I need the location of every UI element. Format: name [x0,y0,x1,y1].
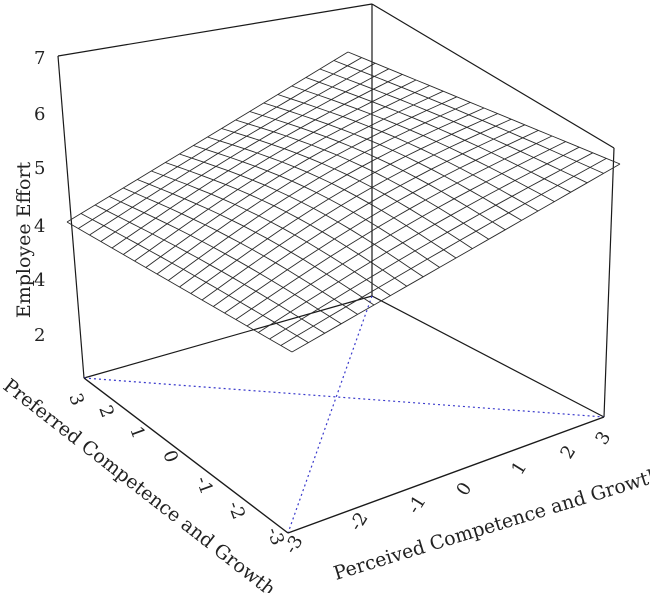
z-tick-label: 2 [34,325,45,346]
z-tick-label: 4 [34,270,45,291]
x-tick-label: 3 [591,428,615,449]
x-tick-label: 2 [556,442,580,463]
y-tick-label: -2 [223,499,249,523]
box-edge [83,377,289,534]
z-tick-label: 5 [34,158,45,179]
x-tick-label: -2 [345,509,372,535]
floor-diagonal [83,377,605,418]
mesh-line [111,73,403,249]
mesh-line [89,62,376,236]
box-front-lines [83,377,605,534]
mesh-line [134,85,430,262]
floor-diagonals [83,295,605,534]
x-tick-label: 1 [507,458,531,479]
box-back-lines [57,3,615,418]
mesh-line [179,107,485,288]
floor-diagonal [287,295,373,534]
mesh-line [78,57,362,229]
box-edge [371,295,605,418]
y-tick-label: 2 [94,403,118,421]
mesh-line [249,111,506,231]
box-edge [57,55,85,379]
mesh-line [246,141,566,327]
mesh-line [263,102,522,221]
mesh-line [235,135,553,320]
box-edge [287,416,605,534]
box-edge [603,147,615,418]
x-axis-label: Perceived Competence and Growth [331,464,650,585]
y-tick-label: 0 [158,448,182,466]
y-tick-label: -3 [262,525,288,549]
y-axis-label: Preferred Competence and Growth [0,375,280,593]
surface-mesh [66,51,621,353]
x-tick-label: -1 [403,492,430,518]
mesh-line [277,94,539,212]
mesh-line [165,162,408,287]
mesh-line [137,179,375,306]
mesh-line [305,77,572,193]
mesh-line [333,60,604,174]
box-edge [83,295,373,379]
z-tick-label: 4 [34,216,45,237]
mesh-line [269,152,594,340]
box-edge [57,3,373,57]
mesh-line [109,196,342,325]
x-tick-label: 0 [452,479,476,500]
z-tick-label: 7 [34,48,45,69]
mesh-line [347,51,621,165]
y-tick-label: 3 [64,391,88,409]
mesh-line [319,68,588,184]
z-axis-label: Employee Effort [13,161,35,318]
z-tick-labels: 7 6 5 4 4 2 [34,48,45,346]
mesh-line [258,146,580,333]
z-tick-label: 6 [34,104,45,125]
y-tick-label: 1 [125,424,149,442]
mesh-line [213,124,525,307]
mesh-line [291,85,555,202]
mesh-line [291,163,621,353]
mesh-line [100,68,390,242]
mesh-line [221,128,473,249]
mesh-line [224,129,539,314]
mesh-line [190,113,498,294]
mesh-line [235,119,490,240]
y-tick-label: -1 [191,474,217,498]
mesh-line [201,118,512,301]
mesh-line [94,204,326,334]
box-edge [371,3,615,149]
mesh-line [280,158,607,346]
